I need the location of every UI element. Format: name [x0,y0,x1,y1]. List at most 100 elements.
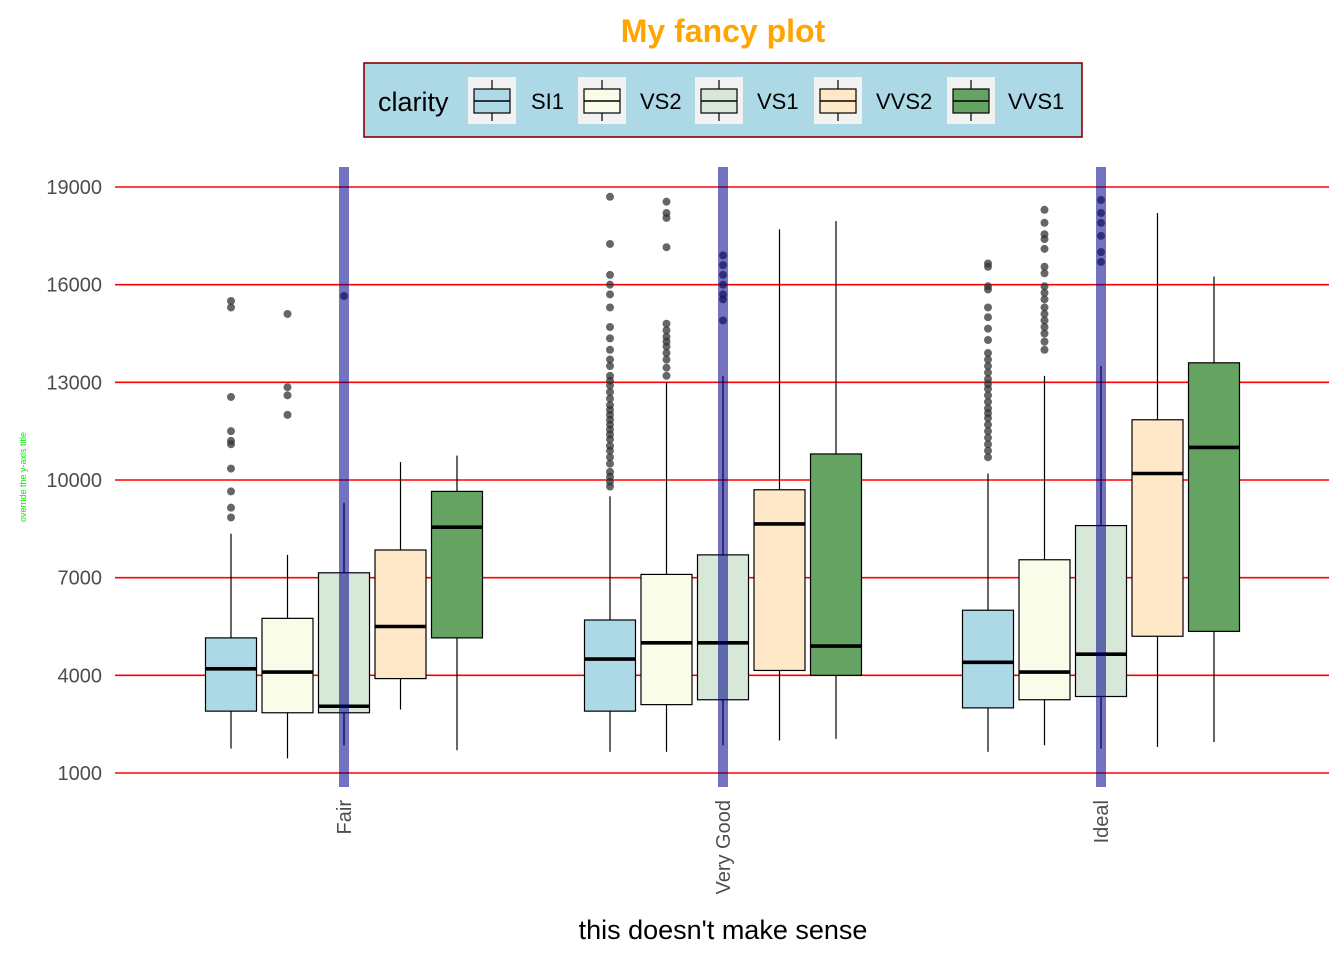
outlier-point [984,355,992,364]
outlier-point [283,391,292,400]
x-tick-label: Ideal [1091,800,1113,843]
box-VVS1-Ideal [1187,276,1241,743]
box-body [374,549,427,680]
box-VS2-Very Good [640,197,693,752]
outlier-point [662,319,671,328]
outlier-point [1040,322,1049,331]
y-tick-label: 19000 [46,177,102,199]
legend-title: clarity [378,87,449,117]
outlier-point [662,209,671,218]
box-VS2-Fair [261,309,314,759]
outlier-point [984,336,992,345]
outlier-point [1040,295,1049,304]
box-body [261,617,314,714]
outlier-point [606,345,614,354]
outlier-point [984,453,992,462]
legend: clarity SI1 VS2 VS1 VVS2 VVS1 [363,62,1083,138]
legend-label: SI1 [531,89,564,114]
outlier-point [606,270,614,279]
legend-item-VVS2: VVS2 [814,77,932,124]
outlier-point [984,397,992,406]
outlier-point [227,427,235,436]
outlier-point [662,197,671,206]
outlier-point [984,440,992,449]
box-SI1-Very Good [583,192,637,752]
box-SI1-Ideal [961,259,1015,752]
outlier-point [984,427,992,436]
outlier-point [984,375,992,384]
outlier-point [984,420,992,429]
outlier-point [984,313,992,322]
outlier-point [1040,288,1049,297]
box-VVS2-Fair [374,462,427,710]
y-tick-label: 1000 [58,763,103,785]
box-body [204,637,258,712]
outlier-point [227,513,235,522]
legend-label: VVS2 [876,89,932,114]
outlier-point [606,362,614,371]
outlier-point [227,303,235,312]
outlier-point [606,192,614,201]
y-tick-label: 4000 [58,665,103,687]
outlier-point [227,487,235,496]
outlier-point [606,239,614,248]
outlier-point [984,391,992,400]
outlier-point [606,467,614,476]
outlier-point [984,324,992,333]
vline-Very Good [718,167,728,787]
outlier-point [662,363,671,372]
box-body [961,609,1015,709]
outlier-point [1040,345,1049,354]
outlier-point [283,410,292,419]
outlier-point [1040,269,1049,278]
outlier-point [662,332,671,341]
y-tick-label: 13000 [46,372,102,394]
legend-label: VS1 [757,89,799,114]
outlier-point [606,322,614,331]
outlier-point [984,282,992,291]
outlier-point [984,446,992,455]
outlier-point [1040,316,1049,325]
outlier-point [984,404,992,413]
legend-item-SI1: SI1 [468,77,564,124]
legend-item-VS2: VS2 [578,77,682,124]
box-body [1131,419,1184,637]
outlier-point [606,394,614,403]
outlier-point [606,355,614,364]
outlier-point [984,362,992,371]
box-body [809,453,863,676]
box-VVS1-Very Good [809,221,863,739]
chart-title: My fancy plot [621,13,826,49]
vline-Ideal [1096,167,1106,787]
x-axis-title: this doesn't make sense [579,915,868,945]
legend-label: VVS1 [1008,89,1064,114]
outlier-point [283,309,292,318]
outlier-point [606,303,614,312]
outlier-point [1040,282,1049,291]
outlier-point [606,388,614,397]
box-VVS1-Fair [430,455,484,751]
box-VVS2-Ideal [1131,213,1184,747]
outlier-point [984,259,992,268]
outlier-point [606,371,614,380]
outlier-point [984,433,992,442]
outlier-point [227,296,235,305]
outlier-point [1040,230,1049,239]
legend-label: VS2 [640,89,682,114]
y-axis: 1000 4000 7000 10000 13000 16000 19000 [46,177,102,785]
y-tick-label: 10000 [46,470,102,492]
box-body [753,489,806,672]
outlier-point [662,355,671,364]
outlier-point [227,392,235,401]
outlier-point [1040,218,1049,227]
x-axis: Fair Very Good Ideal [334,800,1113,895]
outlier-point [1040,329,1049,338]
outlier-point [1040,337,1049,346]
vline-Fair [339,167,349,787]
box-body [430,490,484,639]
outlier-point [227,503,235,512]
outlier-point [1040,244,1049,253]
outlier-point [606,334,614,343]
outlier-point [227,436,235,445]
outlier-point [606,453,614,462]
